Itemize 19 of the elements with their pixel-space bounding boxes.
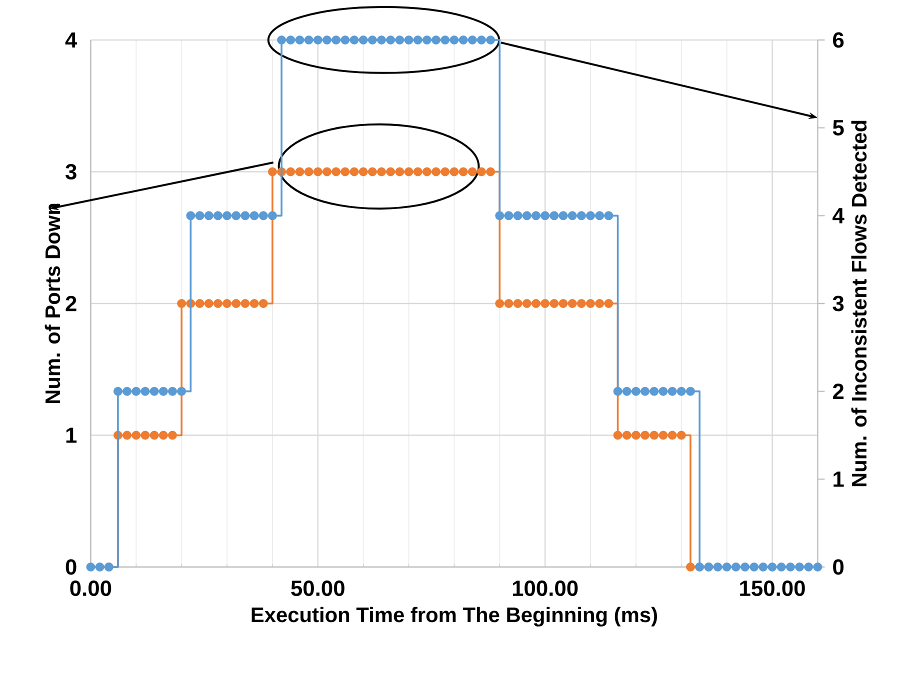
y-tick-label: 3 [65,164,76,180]
y-tick-label: 2 [66,296,76,312]
y-tick-label: 4 [65,32,78,48]
x-tick-label: 50.00 [291,580,344,596]
y2-tick-label: 2 [832,384,844,399]
y2-tick-label: 5 [832,120,844,136]
x-tick-label: 0.00 [70,580,112,596]
y2-axis-title: Num. of Inconsistent Flows Detected [851,120,867,486]
y2-tick-label: 4 [832,208,844,224]
y2-tick-label: 0 [833,559,844,575]
x-axis-title: Execution Time from The Beginning (ms) [252,606,657,626]
y2-tick-label: 6 [833,32,844,48]
y2-tick-label: 3 [832,296,844,312]
y-tick-label: 0 [66,559,76,575]
y-axis-title: Num. of Ports Down [44,204,60,404]
x-tick-label: 100.00 [512,580,578,596]
y-tick-label: 1 [66,428,77,443]
y2-tick-label: 1 [834,472,844,487]
x-tick-label: 150.00 [740,580,805,596]
